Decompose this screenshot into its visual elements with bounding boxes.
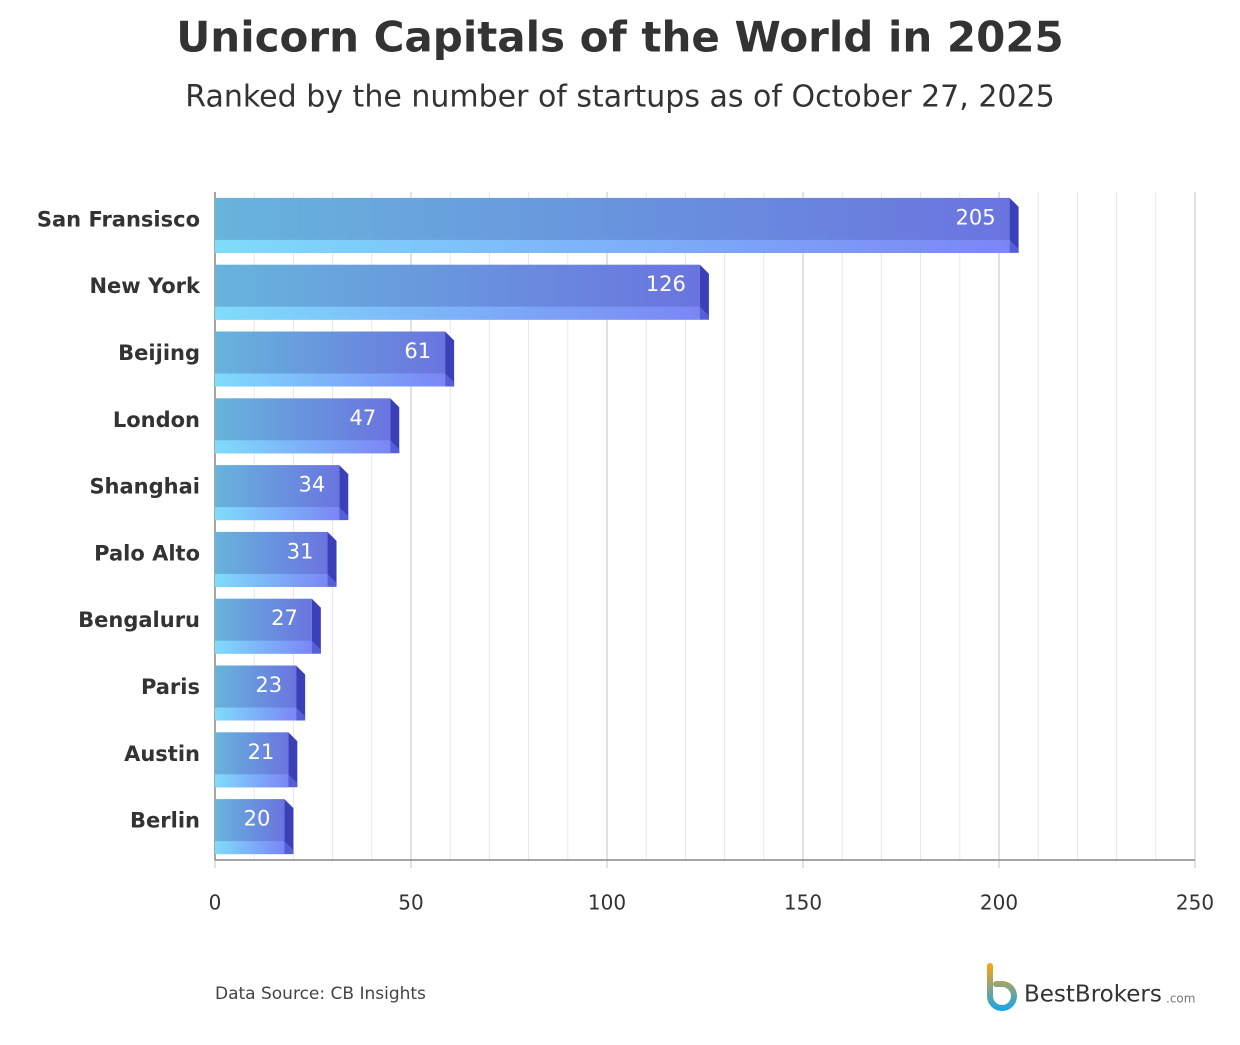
bar-side-lower <box>288 774 298 788</box>
value-label: 31 <box>287 539 314 563</box>
logo-suffix: .com <box>1166 992 1195 1006</box>
x-tick-label: 0 <box>209 891 222 915</box>
bar-side-lower <box>390 440 400 454</box>
value-label: 20 <box>244 807 271 831</box>
value-label: 47 <box>350 406 377 430</box>
y-tick-label: Beijing <box>118 341 200 365</box>
bar-side-face <box>284 799 294 855</box>
y-tick-label: Berlin <box>130 809 200 833</box>
bar-bottom-face <box>215 440 391 454</box>
bar-bottom-face <box>215 306 700 320</box>
bar-side-face <box>288 732 298 788</box>
y-tick-label: Paris <box>141 675 200 699</box>
x-tick-label: 50 <box>398 891 423 915</box>
y-tick-label: London <box>113 408 200 432</box>
bar-bottom-face <box>215 573 328 587</box>
value-label: 27 <box>271 606 298 630</box>
value-label: 126 <box>646 272 686 296</box>
value-label: 34 <box>299 473 326 497</box>
y-tick-label: New York <box>89 274 201 298</box>
y-tick-label: Palo Alto <box>94 541 200 565</box>
bar-group: 205 <box>215 197 1019 253</box>
value-label: 61 <box>404 339 431 363</box>
bar-group: 31 <box>215 531 337 587</box>
bar-bottom-face <box>215 507 340 521</box>
bar-group: 21 <box>215 732 298 788</box>
bar-bottom-face <box>215 640 312 654</box>
chart-title: Unicorn Capitals of the World in 2025 <box>176 13 1064 62</box>
bar-side-face <box>445 331 455 387</box>
x-tick-label: 100 <box>588 891 626 915</box>
bar-group: 61 <box>215 331 455 387</box>
chart-subtitle: Ranked by the number of startups as of O… <box>185 80 1054 115</box>
bar-group: 126 <box>215 264 709 320</box>
y-tick-label: Shanghai <box>89 475 200 499</box>
bar-side-face <box>296 665 306 721</box>
bar-side-lower <box>296 707 306 721</box>
bar-side-lower <box>284 841 294 855</box>
bar-group: 23 <box>215 665 306 721</box>
bar-side-face <box>327 531 337 587</box>
bar-side-lower <box>311 640 321 654</box>
bar-side-lower <box>327 573 337 587</box>
y-tick-label: Austin <box>124 742 200 766</box>
bar-side-face <box>390 398 400 454</box>
value-label: 23 <box>255 673 282 697</box>
source: Data Source: CB Insights <box>215 984 426 1004</box>
bar-bottom-face <box>215 774 289 788</box>
bar-side-lower <box>699 306 709 320</box>
x-tick-label: 150 <box>784 891 822 915</box>
bar-bottom-face <box>215 841 285 855</box>
bar-bottom-face <box>215 707 297 721</box>
x-tick-label: 200 <box>980 891 1018 915</box>
bar-group: 34 <box>215 465 349 521</box>
value-label: 205 <box>956 205 996 229</box>
logo-icon <box>987 963 1017 1011</box>
y-tick-label: Bengaluru <box>78 608 200 632</box>
bar-group: 27 <box>215 598 321 654</box>
bar-side-face <box>339 465 349 521</box>
bar-side-face <box>699 264 709 320</box>
bar-group: 20 <box>215 799 294 855</box>
bar-bottom-face <box>215 239 1010 253</box>
bar-side-lower <box>339 507 349 521</box>
x-tick-label: 250 <box>1176 891 1214 915</box>
bar-side-lower <box>445 373 455 387</box>
bar-side-lower <box>1009 239 1019 253</box>
bar-side-face <box>311 598 321 654</box>
value-label: 21 <box>248 740 275 764</box>
y-tick-label: San Fransisco <box>37 207 200 231</box>
logo-name: BestBrokers <box>1024 982 1162 1008</box>
bar-bottom-face <box>215 373 446 387</box>
bar-side-face <box>1009 197 1019 253</box>
logo: BestBrokers .com <box>987 963 1195 1011</box>
bar-group: 47 <box>215 398 400 454</box>
